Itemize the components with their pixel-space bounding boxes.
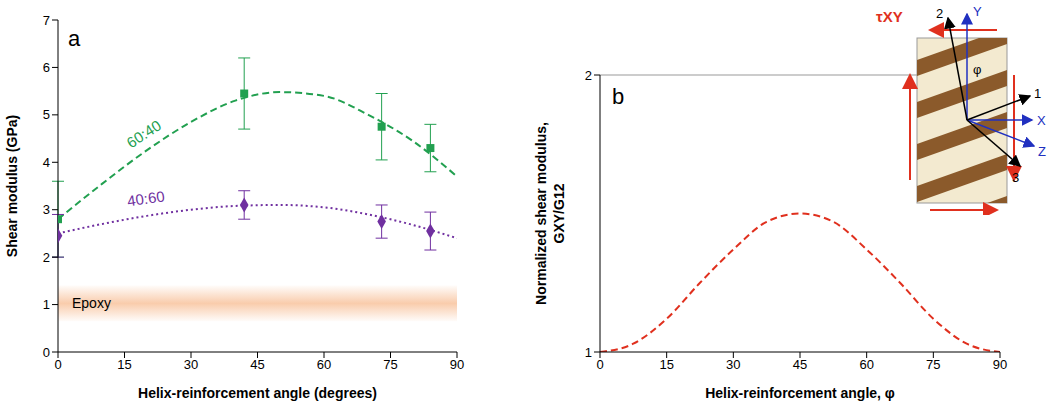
svg-text:φ: φ (973, 62, 981, 77)
svg-text:Helix-reinforcement angle (deg: Helix-reinforcement angle (degrees) (138, 385, 377, 401)
svg-text:45: 45 (250, 357, 264, 372)
html-text:a: a (68, 26, 81, 51)
svg-text:60: 60 (859, 357, 873, 372)
svg-text:7: 7 (43, 13, 50, 28)
svg-text:0: 0 (596, 357, 603, 372)
svg-text:30: 30 (726, 357, 740, 372)
svg-text:X: X (1037, 113, 1046, 128)
svg-text:4: 4 (43, 155, 50, 170)
svg-text:90: 90 (993, 357, 1007, 372)
svg-text:Y: Y (973, 4, 982, 19)
svg-text:1: 1 (1034, 86, 1041, 101)
svg-text:Normalized shear modulus,: Normalized shear modulus, (533, 122, 549, 305)
svg-text:GXY/G12: GXY/G12 (551, 183, 567, 243)
svg-text:1: 1 (43, 297, 50, 312)
svg-text:3: 3 (1012, 170, 1019, 185)
svg-text:Epoxy: Epoxy (72, 295, 111, 311)
svg-text:Shear modulus (GPa): Shear modulus (GPa) (4, 115, 20, 257)
svg-text:75: 75 (926, 357, 940, 372)
svg-text:2: 2 (585, 68, 592, 83)
svg-text:2: 2 (936, 6, 943, 21)
svg-text:60:40: 60:40 (123, 116, 164, 151)
html-text:b: b (612, 84, 625, 109)
svg-text:5: 5 (43, 107, 50, 122)
svg-text:75: 75 (383, 357, 397, 372)
svg-text:0: 0 (54, 357, 61, 372)
svg-text:45: 45 (793, 357, 807, 372)
svg-text:15: 15 (659, 357, 673, 372)
svg-text:2: 2 (43, 250, 50, 265)
svg-text:30: 30 (184, 357, 198, 372)
svg-text:3: 3 (43, 202, 50, 217)
svg-text:τXY: τXY (876, 8, 903, 25)
svg-text:Z: Z (1038, 144, 1046, 159)
svg-text:6: 6 (43, 60, 50, 75)
svg-text:Helix-reinforcement angle, φ: Helix-reinforcement angle, φ (705, 385, 895, 401)
svg-text:40:60: 40:60 (126, 187, 166, 209)
svg-text:15: 15 (117, 357, 131, 372)
svg-text:1: 1 (585, 345, 592, 360)
svg-text:90: 90 (450, 357, 464, 372)
svg-text:60: 60 (317, 357, 331, 372)
svg-text:0: 0 (43, 345, 50, 360)
